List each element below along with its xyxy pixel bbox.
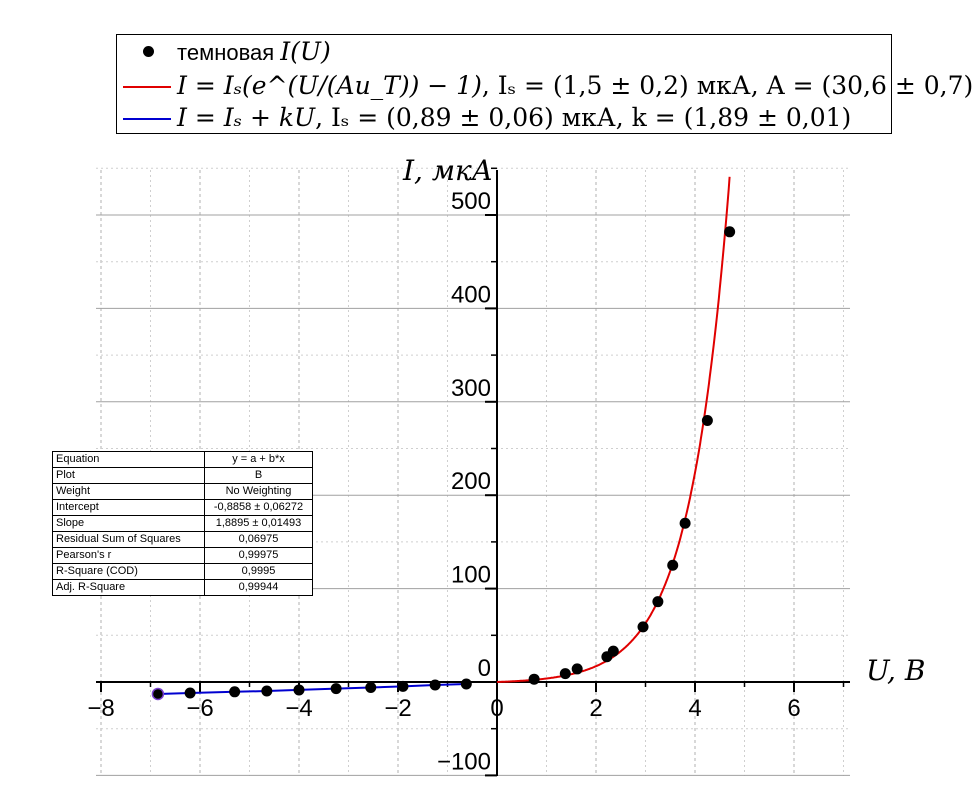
data-point	[701, 414, 713, 426]
lin-fit-formula: I = Iₛ + kU	[177, 103, 316, 132]
fit-table-value: 0,99944	[204, 579, 313, 596]
legend-item-dark: темновая I(U)	[117, 37, 891, 67]
data-point	[261, 685, 273, 697]
data-point	[429, 679, 441, 691]
legend-item-exp-fit: I = Iₛ(e^(U/(Au_T)) − 1), Iₛ = (1,5 ± 0,…	[117, 71, 973, 101]
fit-table-key: Slope	[52, 515, 205, 532]
legend-item-lin-fit: I = Iₛ + kU, Iₛ = (0,89 ± 0,06) мкА, k =…	[117, 103, 891, 133]
legend-line-red	[123, 86, 171, 88]
fit-table-key: Pearson's r	[52, 547, 205, 564]
legend-label-exp-fit: I = Iₛ(e^(U/(Au_T)) − 1), Iₛ = (1,5 ± 0,…	[177, 71, 973, 101]
fit-table-value: 0,99975	[204, 547, 313, 564]
fit-table-row: Equation y = a + b*x	[52, 451, 313, 468]
fit-table-row: Plot B	[52, 467, 313, 484]
fit-table-value: y = a + b*x	[204, 451, 313, 468]
tick-labels: −8 −6 −4 −2 0 2 4 6 −100 0 100 200 300 400 500	[87, 188, 800, 775]
fit-table-value: B	[204, 467, 313, 484]
y-tick-label: −100	[437, 748, 491, 775]
fit-table-value: No Weighting	[204, 483, 313, 500]
fit-table-key: Adj. R-Square	[52, 579, 205, 596]
fit-table-key: Intercept	[52, 499, 205, 516]
data-point	[184, 687, 196, 699]
x-tick-label: 2	[589, 695, 602, 722]
axis-labels: I, мкА U, B	[402, 154, 925, 687]
legend-line-blue	[123, 118, 171, 120]
data-point	[528, 673, 540, 685]
fit-table-key: Equation	[52, 451, 205, 468]
fit-table-row: Pearson's r 0,99975	[52, 547, 313, 564]
data-point	[667, 559, 679, 571]
exp-fit-params: , Iₛ = (1,5 ± 0,2) мкА, A = (30,6 ± 0,7)	[481, 71, 974, 100]
fit-curves	[157, 176, 731, 695]
data-point	[460, 678, 472, 690]
fit-table-key: Residual Sum of Squares	[52, 531, 205, 548]
data-point	[652, 596, 664, 608]
data-point	[571, 663, 583, 675]
fit-results-table: Equation y = a + b*x Plot B Weight No Weighti…	[52, 451, 313, 596]
x-tick-label: 4	[688, 695, 701, 722]
data-point	[679, 517, 691, 529]
data-point	[559, 668, 571, 680]
legend-label-lin-fit: I = Iₛ + kU, Iₛ = (0,89 ± 0,06) мкА, k =…	[177, 103, 851, 133]
data-point	[607, 645, 619, 657]
fit-table-value: 0,06975	[204, 531, 313, 548]
y-tick-label: 400	[451, 281, 491, 308]
fit-table-value: 0,9995	[204, 563, 313, 580]
x-tick-label: −8	[87, 695, 114, 722]
data-point	[637, 621, 649, 633]
y-tick-label: 100	[451, 562, 491, 589]
data-point	[229, 686, 241, 698]
fit-table-key: Plot	[52, 467, 205, 484]
fit-table-key: Weight	[52, 483, 205, 500]
y-axis-label: I, мкА	[402, 154, 493, 187]
legend-marker-dot	[143, 46, 154, 57]
fit-table-row: R-Square (COD) 0,9995	[52, 563, 313, 580]
legend-label-dark: темновая I(U)	[177, 37, 331, 68]
fit-table-row: Weight No Weighting	[52, 483, 313, 500]
x-tick-label: 6	[787, 695, 800, 722]
legend-dark-text: темновая	[177, 40, 275, 65]
fit-table-row: Slope 1,8895 ± 0,01493	[52, 515, 313, 532]
data-points	[151, 226, 736, 701]
fit-table-row: Residual Sum of Squares 0,06975	[52, 531, 313, 548]
x-tick-label: −4	[285, 695, 312, 722]
lin-fit-params: , Iₛ = (0,89 ± 0,06) мкА, k = (1,89 ± 0,…	[315, 103, 852, 132]
data-point	[330, 683, 342, 695]
linear-fit-line	[157, 683, 467, 695]
x-axis-label: U, B	[866, 654, 925, 687]
fit-table-key: R-Square (COD)	[52, 563, 205, 580]
y-tick-label: 200	[451, 468, 491, 495]
y-tick-label: 500	[451, 188, 491, 215]
exp-fit-formula: I = Iₛ(e^(U/(Au_T)) − 1)	[177, 71, 482, 100]
fit-table-row: Intercept -0,8858 ± 0,06272	[52, 499, 313, 516]
y-tick-label: 300	[451, 375, 491, 402]
data-point	[724, 226, 736, 238]
data-point	[151, 687, 165, 701]
data-point	[365, 682, 377, 694]
fit-table-value: -0,8858 ± 0,06272	[204, 499, 313, 516]
legend: темновая I(U) I = Iₛ(e^(U/(Au_T)) − 1), …	[116, 34, 973, 134]
y-tick-label: 0	[478, 655, 491, 682]
data-point	[397, 680, 409, 692]
legend-dark-symbol: I(U)	[280, 37, 331, 66]
fit-results-body: Equation y = a + b*x Plot B Weight No Weighti…	[52, 451, 313, 596]
fit-table-value: 1,8895 ± 0,01493	[204, 515, 313, 532]
fit-table-row: Adj. R-Square 0,99944	[52, 579, 313, 596]
axes	[96, 167, 850, 777]
data-point	[293, 684, 305, 696]
x-tick-label: −2	[384, 695, 411, 722]
x-tick-label: −6	[186, 695, 213, 722]
x-tick-label: 0	[490, 695, 503, 722]
